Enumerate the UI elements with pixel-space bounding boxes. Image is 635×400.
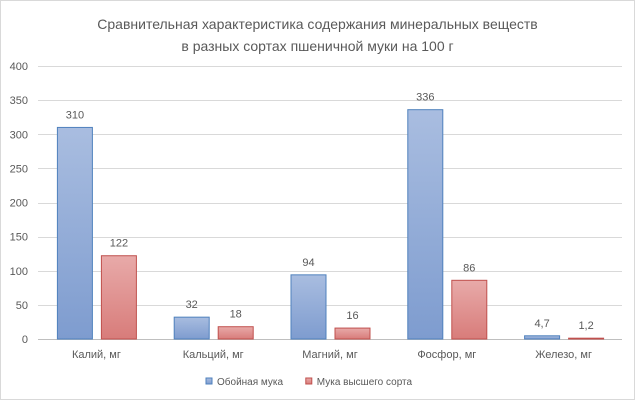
bar xyxy=(56,126,93,340)
y-tick-label: 100 xyxy=(10,266,28,278)
data-label: 122 xyxy=(110,238,128,250)
legend-swatch xyxy=(305,377,313,385)
data-label: 94 xyxy=(302,257,314,269)
data-label: 336 xyxy=(416,92,434,104)
y-tick-label: 200 xyxy=(10,198,28,210)
data-label: 32 xyxy=(186,299,198,311)
y-tick-label: 150 xyxy=(10,232,28,244)
y-tick-label: 50 xyxy=(16,300,28,312)
bar xyxy=(451,279,488,340)
y-tick-label: 400 xyxy=(10,61,28,73)
bar xyxy=(173,316,210,340)
bar xyxy=(524,335,561,340)
y-tick-label: 300 xyxy=(10,129,28,141)
chart-title-line-2: в разных сортах пшеничной муки на 100 г xyxy=(181,38,454,54)
bar xyxy=(290,274,327,340)
category-label: Фосфор, мг xyxy=(417,349,476,361)
y-tick-label: 350 xyxy=(10,95,28,107)
data-label: 86 xyxy=(463,262,475,274)
chart-title-line-1: Сравнительная характеристика содержания … xyxy=(97,16,538,32)
bar xyxy=(568,337,605,340)
bar xyxy=(334,327,371,340)
chart-title: Сравнительная характеристика содержания … xyxy=(1,13,634,57)
legend-swatch xyxy=(205,377,213,385)
category-label: Калий, мг xyxy=(72,349,121,361)
category-label: Железо, мг xyxy=(535,349,592,361)
legend-label: Мука высшего сорта xyxy=(317,377,413,388)
category-label: Магний, мг xyxy=(302,349,357,361)
y-tick-label: 0 xyxy=(22,334,28,346)
bar xyxy=(217,326,254,340)
category-label: Кальций, мг xyxy=(183,349,244,361)
bar xyxy=(407,109,444,340)
data-label: 1,2 xyxy=(578,320,593,332)
data-label: 4,7 xyxy=(534,318,549,330)
bar xyxy=(100,255,137,340)
y-tick-label: 250 xyxy=(10,163,28,175)
data-label: 16 xyxy=(346,310,358,322)
legend-label: Обойная мука xyxy=(217,376,284,388)
data-label: 18 xyxy=(230,309,242,321)
data-label: 310 xyxy=(66,109,84,121)
